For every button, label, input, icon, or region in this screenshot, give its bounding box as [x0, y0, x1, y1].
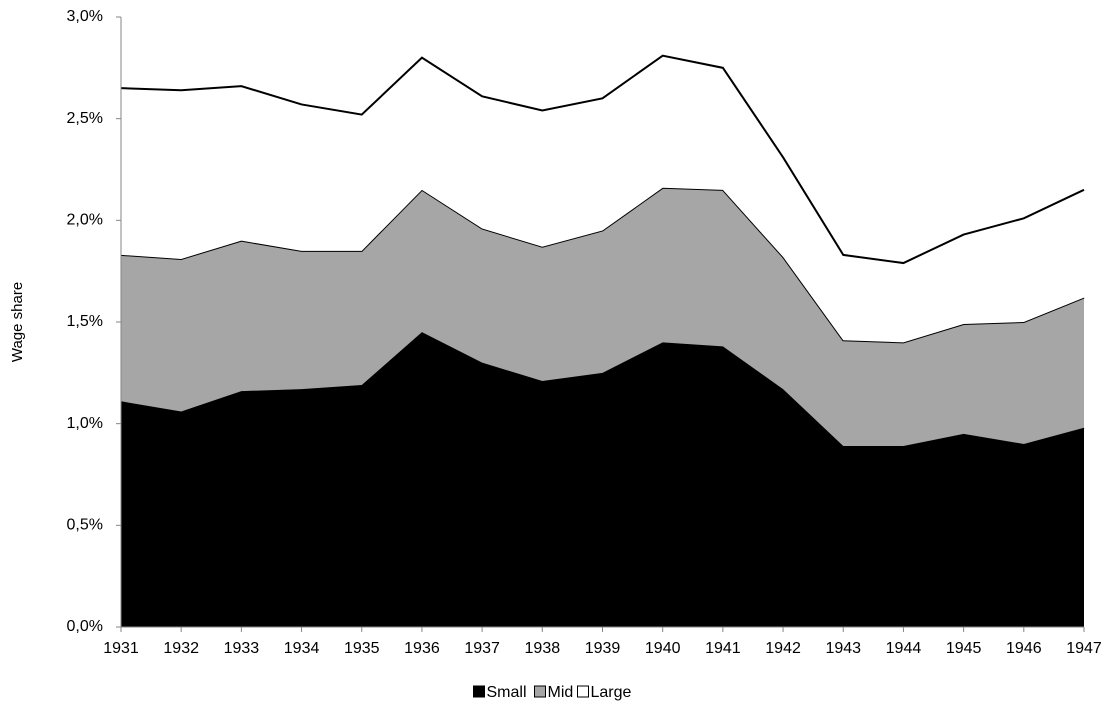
- y-tick-label: 0,0%: [67, 618, 103, 635]
- x-tick-label: 1936: [404, 640, 440, 657]
- x-tick-label: 1933: [224, 640, 260, 657]
- y-tick-label: 2,5%: [67, 110, 103, 127]
- legend-swatch: [473, 685, 485, 698]
- x-tick-label: 1940: [645, 640, 681, 657]
- x-tick-label: 1931: [103, 640, 139, 657]
- x-tick-label: 1944: [886, 640, 922, 657]
- legend-swatch: [577, 685, 589, 698]
- x-tick-label: 1946: [1006, 640, 1042, 657]
- area: [121, 332, 1084, 627]
- legend-label: Mid: [548, 684, 574, 701]
- x-tick-label: 1943: [825, 640, 861, 657]
- legend-label: Large: [591, 684, 632, 701]
- legend-swatch: [534, 685, 546, 698]
- x-tick-label: 1939: [585, 640, 621, 657]
- x-tick-label: 1938: [525, 640, 561, 657]
- x-tick-label: 1932: [163, 640, 199, 657]
- y-axis-label: Wage share: [9, 282, 26, 362]
- x-tick-label: 1937: [464, 640, 500, 657]
- x-tick-label: 1941: [705, 640, 741, 657]
- x-tick-label: 1942: [765, 640, 801, 657]
- y-tick-label: 2,0%: [67, 212, 103, 229]
- y-tick-label: 1,5%: [67, 313, 103, 330]
- x-tick-label: 1935: [344, 640, 380, 657]
- y-tick-label: 0,5%: [67, 517, 103, 534]
- area: [121, 55, 1084, 343]
- legend-label: Small: [487, 684, 527, 701]
- y-tick-label: 3,0%: [67, 8, 103, 25]
- x-tick-label: 1934: [284, 640, 320, 657]
- x-tick-label: 1947: [1066, 640, 1102, 657]
- x-tick-label: 1945: [946, 640, 982, 657]
- area-edge: [120, 54, 1085, 265]
- y-tick-label: 1,0%: [67, 415, 103, 432]
- area: [121, 187, 1084, 447]
